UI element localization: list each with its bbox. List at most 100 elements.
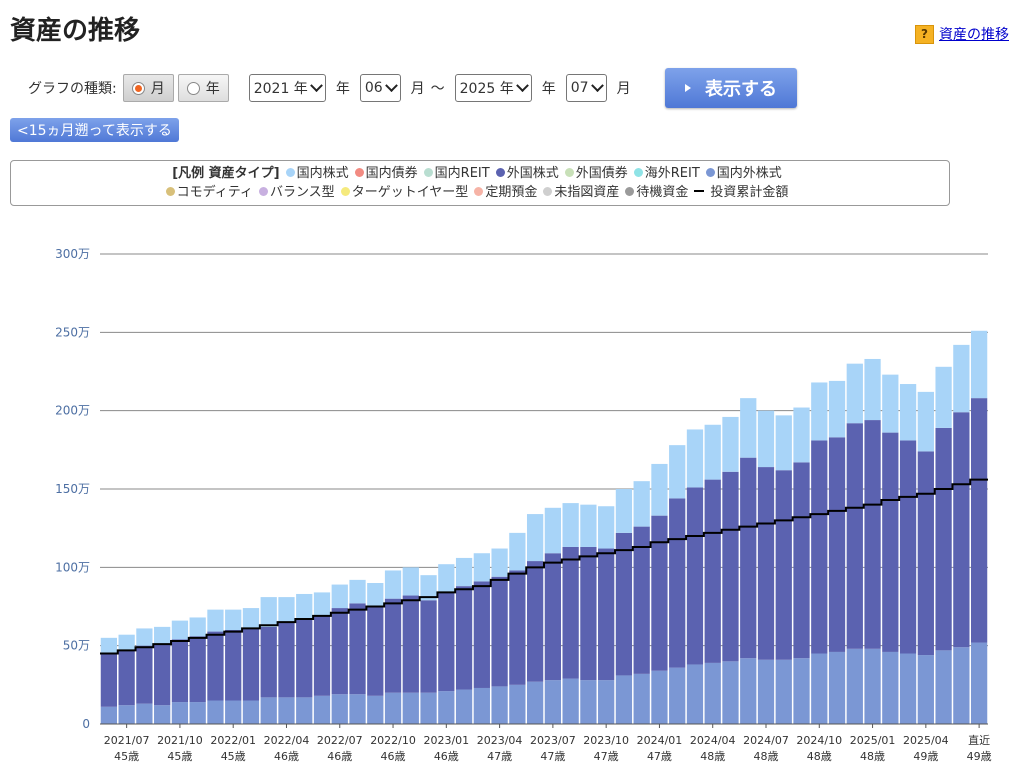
show-button[interactable]: 表示する xyxy=(665,68,797,108)
bar-segment xyxy=(740,457,757,659)
bar-segment xyxy=(313,695,331,724)
bar-segment xyxy=(154,644,171,706)
bar-segment xyxy=(544,553,562,681)
bar-segment xyxy=(438,691,455,724)
bar-segment xyxy=(260,597,277,627)
bar-segment xyxy=(598,506,615,549)
legend-dot-icon xyxy=(258,187,268,196)
legend-dot-icon xyxy=(474,187,484,196)
graph-type-year-option[interactable]: 年 xyxy=(177,74,229,102)
legend-item: 国内株式 xyxy=(285,166,349,181)
from-month-unit: 月 xyxy=(410,81,425,97)
y-tick-label: 200万 xyxy=(55,404,90,418)
from-year-select[interactable]: 2021 年 xyxy=(248,74,326,102)
bar-segment xyxy=(846,648,863,724)
bar-segment xyxy=(349,694,366,724)
chevron-down-icon xyxy=(309,78,323,92)
bar-segment xyxy=(260,626,277,698)
x-tick-age: 48歳 xyxy=(807,750,832,763)
bar-segment xyxy=(491,576,508,687)
bar-segment xyxy=(154,705,171,724)
legend-item-label: 海外REIT xyxy=(644,166,700,181)
legend-dot-icon xyxy=(340,187,350,196)
bar-segment xyxy=(455,586,473,690)
x-tick-age: 49歳 xyxy=(913,750,938,763)
bar-segment xyxy=(935,427,952,651)
bar-segment xyxy=(509,684,526,724)
from-month-select[interactable]: 06 xyxy=(359,74,401,102)
bar-segment xyxy=(189,702,206,724)
bar-segment xyxy=(775,415,792,471)
bar-segment xyxy=(402,692,419,724)
graph-type-month-label: 月 xyxy=(150,81,165,97)
bar-segment xyxy=(544,507,562,554)
x-tick-date: 2024/04 xyxy=(690,734,736,747)
bar-segment xyxy=(864,648,881,724)
legend-dot-icon xyxy=(423,168,433,177)
bar-segment xyxy=(491,548,508,577)
bar-segment xyxy=(171,639,189,703)
from-year-value: 2021 年 xyxy=(253,81,308,97)
bar-segment xyxy=(917,655,934,724)
bar-segment xyxy=(615,532,633,676)
bar-segment xyxy=(669,498,686,668)
investment-line xyxy=(100,478,988,655)
bar-segment xyxy=(651,463,668,516)
radio-checked-icon[interactable] xyxy=(131,81,145,95)
bar-segment xyxy=(757,467,775,660)
legend-item: 外国債券 xyxy=(564,166,628,181)
x-tick-date: 2023/10 xyxy=(583,734,629,747)
bar-segment xyxy=(296,593,313,620)
graph-type-month-option[interactable]: 月 xyxy=(122,74,174,102)
bar-segment xyxy=(544,680,562,724)
to-year-select[interactable]: 2025 年 xyxy=(454,74,532,102)
bar-segment xyxy=(242,700,260,724)
play-arrow-icon xyxy=(685,84,691,92)
bar-segment xyxy=(775,470,792,660)
bar-segment xyxy=(100,653,118,707)
bar-segment xyxy=(882,432,899,652)
bar-segment xyxy=(722,471,739,662)
legend-dot-icon xyxy=(564,168,574,177)
legend-line-label: 投資累計金額 xyxy=(710,185,789,200)
legend-dot-icon xyxy=(354,168,364,177)
bar-segment xyxy=(526,561,544,682)
bar-segment xyxy=(757,659,775,724)
bar-segment xyxy=(828,651,846,724)
help-link[interactable]: 資産の推移 xyxy=(939,27,1009,43)
bar-segment xyxy=(313,615,331,696)
x-tick-age: 49歳 xyxy=(967,750,992,763)
graph-type-toggle: 月 年 xyxy=(122,74,233,102)
bar-segment xyxy=(633,673,650,724)
bar-segment xyxy=(686,664,704,724)
help-link-area[interactable]: ? 資産の推移 xyxy=(915,24,1009,44)
from-month-value: 06 xyxy=(364,80,383,96)
legend-item-label: 定期預金 xyxy=(485,185,538,200)
bar-segment xyxy=(811,382,828,441)
y-tick-label: 50万 xyxy=(63,639,90,653)
chevron-down-icon xyxy=(384,78,398,92)
radio-unchecked-icon[interactable] xyxy=(186,81,200,95)
bar-segment xyxy=(828,380,846,438)
bar-segment xyxy=(704,662,721,724)
bar-segment xyxy=(686,487,704,665)
x-tick-date: 2021/10 xyxy=(157,734,203,747)
x-tick-age: 48歳 xyxy=(754,750,779,763)
bar-segment xyxy=(598,680,615,724)
bar-segment xyxy=(935,366,952,428)
bar-segment xyxy=(509,532,526,571)
bar-segment xyxy=(757,410,775,468)
to-month-select[interactable]: 07 xyxy=(565,74,607,102)
bar-segment xyxy=(154,626,171,645)
bar-segment xyxy=(953,412,970,648)
legend-dot-icon xyxy=(625,187,635,196)
x-tick-date: 2024/10 xyxy=(796,734,842,747)
bar-segment xyxy=(420,600,437,693)
chevron-down-icon xyxy=(590,78,604,92)
back-15-months-button[interactable]: <15ヵ月遡って表示する xyxy=(10,118,179,142)
bar-segment xyxy=(722,661,739,724)
question-icon[interactable]: ? xyxy=(915,24,934,44)
bar-segment xyxy=(846,363,863,424)
x-tick-date: 2023/01 xyxy=(423,734,469,747)
bar-segment xyxy=(615,675,633,724)
